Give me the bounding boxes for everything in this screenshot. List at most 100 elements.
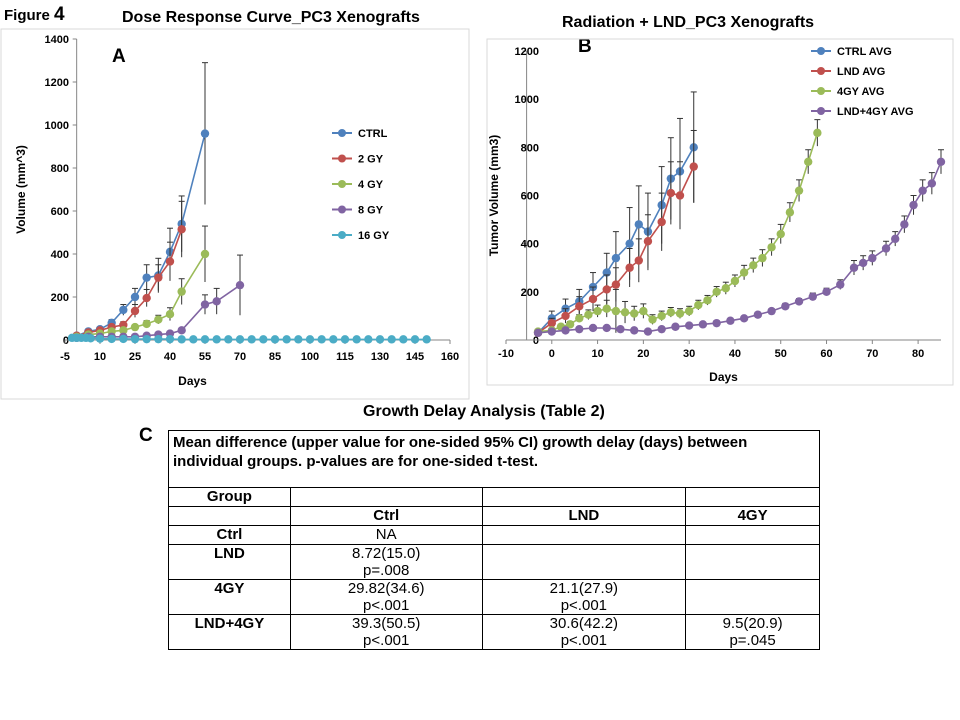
data-point bbox=[364, 335, 373, 344]
data-point bbox=[200, 335, 210, 344]
figure-label-text: Figure bbox=[4, 7, 50, 24]
data-point bbox=[588, 323, 598, 333]
data-point bbox=[565, 320, 575, 329]
growth-delay-table: Mean difference (upper value for one-sid… bbox=[168, 430, 820, 650]
table-row: LND+4GY 39.3(50.5) p<.001 30.6(42.2) p<.… bbox=[168, 614, 820, 650]
legend-marker bbox=[338, 231, 346, 239]
legend-marker bbox=[338, 129, 346, 137]
data-point bbox=[352, 335, 361, 344]
data-point bbox=[602, 323, 611, 333]
data-point bbox=[547, 327, 556, 336]
data-point bbox=[753, 310, 763, 319]
x-tick-label: 130 bbox=[371, 351, 389, 363]
data-point bbox=[849, 263, 859, 272]
data-point bbox=[602, 304, 611, 313]
data-point bbox=[593, 306, 602, 316]
x-tick-label: 145 bbox=[406, 351, 424, 363]
data-point bbox=[189, 335, 198, 344]
x-tick-label: 0 bbox=[549, 348, 555, 360]
row-label: LND+4GY bbox=[168, 614, 291, 650]
table-cell: 39.3(50.5) p<.001 bbox=[289, 614, 483, 650]
data-point bbox=[410, 335, 420, 344]
data-point bbox=[130, 292, 140, 302]
data-point bbox=[282, 335, 291, 344]
data-point bbox=[130, 334, 140, 344]
data-point bbox=[200, 300, 210, 309]
data-point bbox=[776, 229, 785, 239]
data-point bbox=[107, 334, 116, 344]
data-point bbox=[86, 334, 95, 343]
data-point bbox=[177, 335, 186, 344]
chart-border bbox=[0, 28, 470, 400]
row-label: 4GY bbox=[168, 579, 291, 615]
legend-marker bbox=[817, 67, 825, 75]
data-point bbox=[794, 297, 804, 306]
table-caption: Mean difference (upper value for one-sid… bbox=[168, 430, 820, 488]
data-point bbox=[684, 306, 694, 316]
data-point bbox=[165, 334, 175, 344]
legend-marker bbox=[817, 87, 825, 95]
x-tick-label: 20 bbox=[637, 348, 649, 360]
row-label: LND bbox=[168, 544, 291, 580]
data-point bbox=[616, 324, 625, 334]
data-point bbox=[666, 188, 676, 198]
data-point bbox=[294, 335, 303, 344]
data-point bbox=[387, 335, 396, 344]
x-tick-label: 70 bbox=[234, 351, 246, 363]
data-point bbox=[177, 287, 186, 296]
data-point bbox=[305, 335, 315, 344]
data-point bbox=[329, 335, 338, 344]
chart-a: 0 200 400 600 800 1000 1200 1400 -5 10 25 40 55 70 85 1… bbox=[0, 28, 470, 400]
data-point bbox=[224, 335, 233, 344]
data-point bbox=[625, 263, 634, 272]
data-point bbox=[547, 318, 556, 328]
data-point bbox=[235, 280, 245, 290]
x-tick-label: 30 bbox=[683, 348, 695, 360]
data-point bbox=[657, 324, 666, 334]
y-tick-label: 600 bbox=[521, 191, 539, 203]
y-tick-label: 200 bbox=[521, 287, 539, 299]
panel-c-letter: C bbox=[139, 425, 153, 446]
x-tick-label: 50 bbox=[775, 348, 787, 360]
data-point bbox=[804, 157, 813, 166]
data-point bbox=[721, 284, 730, 293]
data-point bbox=[739, 268, 749, 277]
data-point bbox=[689, 162, 698, 171]
y-tick-label: 600 bbox=[51, 206, 69, 218]
data-point bbox=[533, 328, 543, 337]
column-header: LND bbox=[481, 506, 687, 526]
data-point bbox=[602, 285, 611, 294]
y-tick-label: 1400 bbox=[45, 34, 69, 46]
data-point bbox=[247, 335, 256, 344]
data-point bbox=[643, 237, 653, 246]
data-point bbox=[726, 316, 735, 325]
table-row: LND 8.72(15.0) p=.008 bbox=[168, 544, 820, 580]
legend-label: CTRL bbox=[358, 128, 388, 140]
row-label: Ctrl bbox=[168, 525, 291, 545]
data-point bbox=[165, 257, 175, 266]
data-point bbox=[868, 253, 877, 263]
y-tick-label: 0 bbox=[63, 335, 69, 347]
legend-label: LND AVG bbox=[837, 66, 885, 78]
data-point bbox=[561, 326, 570, 335]
data-point bbox=[666, 308, 676, 317]
x-tick-label: 115 bbox=[336, 351, 354, 363]
series-line bbox=[76, 253, 206, 338]
y-tick-label: 200 bbox=[51, 292, 69, 304]
data-point bbox=[142, 319, 151, 329]
y-axis-title: Volume (mm^3) bbox=[14, 145, 28, 234]
data-point bbox=[317, 335, 326, 344]
chart-b: 0 200 400 600 800 1000 1200 -10 0 10 20 30 40 50 60 70 8… bbox=[486, 38, 954, 386]
panel-b-letter: B bbox=[578, 36, 592, 57]
data-point bbox=[95, 334, 105, 343]
x-tick-label: 100 bbox=[301, 351, 319, 363]
figure-number: 4 bbox=[54, 4, 65, 25]
data-point bbox=[648, 315, 657, 324]
data-point bbox=[119, 334, 128, 344]
y-tick-label: 1000 bbox=[45, 120, 69, 132]
data-point bbox=[781, 302, 790, 311]
panel-c-title: Growth Delay Analysis (Table 2) bbox=[363, 403, 605, 420]
table-caption-row: Mean difference (upper value for one-sid… bbox=[168, 430, 820, 488]
data-point bbox=[643, 327, 653, 336]
data-point bbox=[119, 326, 128, 335]
